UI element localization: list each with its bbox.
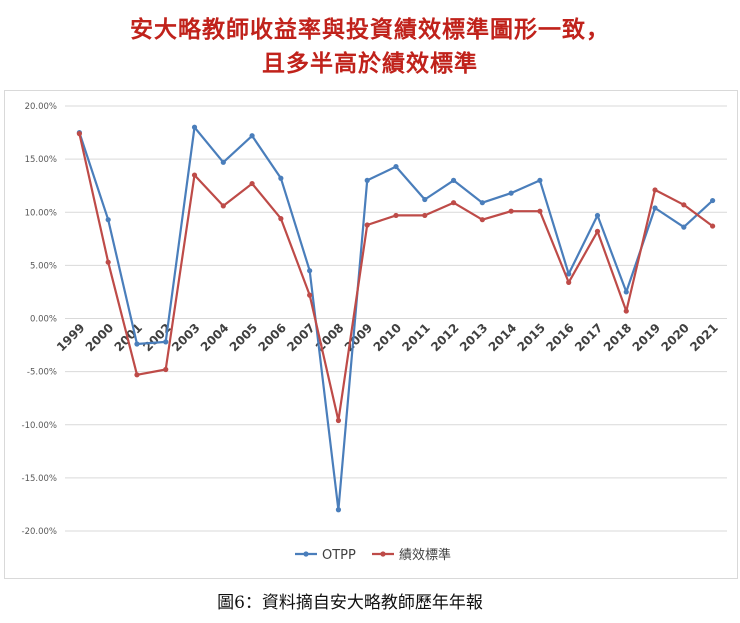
data-point [105,259,111,265]
data-point [393,163,399,170]
data-point [422,212,428,219]
y-tick-label: 0.00% [30,315,57,325]
data-point [537,208,543,214]
data-point [191,172,198,178]
y-tick-label: -20.00% [22,527,57,537]
data-point [681,202,687,208]
data-point [163,339,169,345]
x-tick-label: 2003 [169,321,203,355]
data-point [278,175,284,181]
x-tick-label: 2004 [198,321,232,355]
legend-label: 績效標準 [399,547,451,563]
legend-swatch-marker [303,551,309,557]
figure-caption: 圖6：資料摘自安大略教師歷年年報 [217,593,483,613]
data-point [278,216,284,222]
x-tick-label: 2011 [399,321,433,355]
data-point [134,341,140,347]
chart-title-line-2: 且多半高於績效標準 [262,50,478,77]
x-tick-label: 2019 [630,321,664,355]
y-tick-label: -15.00% [22,474,57,484]
x-tick-label: 2020 [658,321,692,355]
data-point [422,196,428,203]
data-point [191,124,198,130]
x-tick-label: 1999 [54,321,88,355]
data-point [163,366,169,373]
data-point [105,217,111,223]
data-point [134,372,140,378]
data-point [307,268,313,274]
x-tick-label: 2000 [83,321,117,355]
x-tick-label: 2017 [572,321,606,355]
x-tick-label: 2009 [342,321,376,355]
data-point [220,203,226,209]
x-tick-label: 2016 [543,321,577,355]
data-point [710,223,716,229]
data-point [681,224,687,230]
data-point [393,212,399,219]
y-tick-label: -10.00% [22,421,57,431]
data-point [508,190,514,196]
data-point [508,208,514,214]
data-point [307,292,313,298]
line-chart: 20.00% 15.00% 10.00% 5.00% 0.00% -5.00% -10.00… [22,102,727,563]
y-tick-label: 5.00% [30,261,57,271]
x-tick-label: 2007 [284,321,318,355]
data-point [249,180,255,187]
data-point [450,200,457,206]
x-tick-label: 2013 [457,321,491,355]
data-point [479,200,485,206]
data-point [450,177,457,183]
data-point [220,159,226,165]
data-point [623,308,629,314]
x-tick-label: 2018 [601,321,635,355]
legend-label: OTPP [322,548,356,563]
data-point [249,133,255,139]
y-tick-label: 20.00% [25,102,57,112]
y-tick-label: 10.00% [25,208,57,218]
data-point [537,177,543,183]
data-point [335,417,342,424]
y-tick-label: 15.00% [25,155,57,165]
data-point [594,212,601,219]
chart-title-line-1: 安大略教師收益率與投資績效標準圖形一致， [130,16,610,43]
x-tick-label: 2010 [371,321,405,355]
x-tick-label: 2021 [687,321,721,355]
data-point [652,205,658,211]
data-point [594,228,601,234]
data-point [566,271,572,277]
x-tick-label: 2015 [515,321,549,355]
x-tick-label: 2006 [255,321,289,355]
data-point [335,507,342,513]
y-tick-label: -5.00% [27,368,57,378]
data-point [479,217,485,223]
data-point [652,187,658,193]
data-point [76,131,82,137]
data-point [566,279,572,285]
x-tick-label: 2012 [428,321,462,355]
x-tick-label: 2014 [486,321,520,355]
data-point [364,177,370,183]
legend-swatch-marker [380,551,386,557]
data-point [364,222,370,228]
data-point [710,197,716,204]
data-point [623,289,629,295]
x-tick-label: 2005 [227,321,261,355]
chart-frame: 20.00% 15.00% 10.00% 5.00% 0.00% -5.00% -10.00… [4,90,738,579]
